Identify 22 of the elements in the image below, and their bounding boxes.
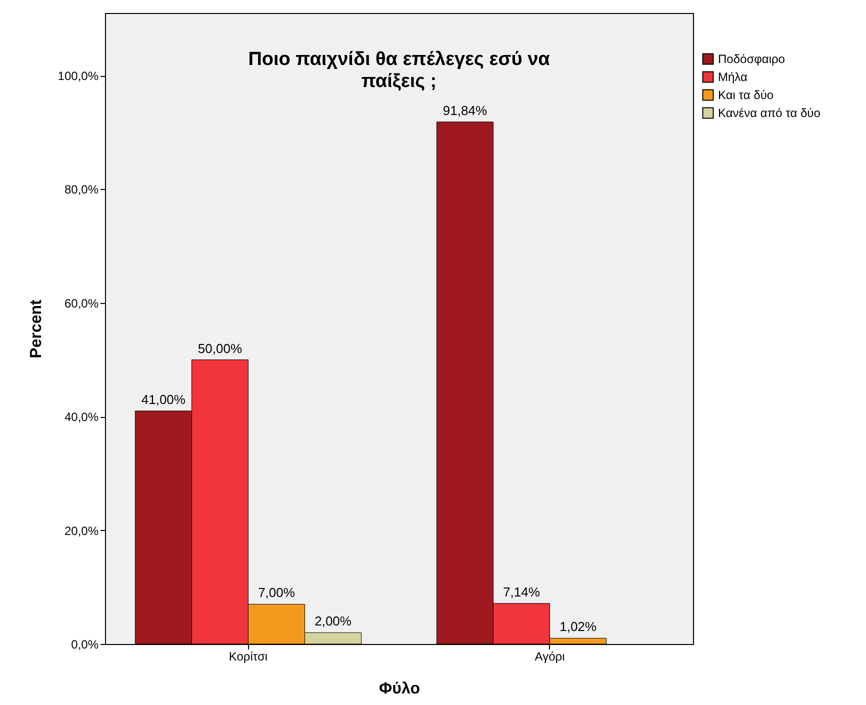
data-label: 2,00%: [314, 614, 352, 629]
y-tick-label: 40,0%: [64, 410, 99, 424]
text: Ποιο παιχνίδι θα επέλεγες εσύ να παίξεις ;: [248, 49, 550, 92]
data-label: 1,02%: [560, 619, 597, 634]
legend-label: Ποδόσφαιρο: [718, 52, 786, 66]
y-tick-label: 20,0%: [64, 524, 99, 538]
y-tick-label: 60,0%: [64, 296, 99, 310]
y-tick-label: 100,0%: [58, 69, 99, 84]
x-tick-label: Αγόρι: [534, 650, 566, 664]
x-tick-label: Κορίτσι: [228, 650, 268, 664]
data-label: 7,14%: [503, 584, 540, 600]
data-label: 91,84%: [442, 102, 488, 118]
y-axis-title: Percent: [28, 298, 45, 358]
data-label: 7,00%: [258, 585, 296, 600]
legend-label: Μήλα: [718, 70, 748, 84]
x-axis-title: Φύλο: [379, 680, 420, 698]
y-tick-label: 0,0%: [71, 638, 99, 652]
legend-label: Και τα δύο: [718, 88, 774, 102]
legend-label: Κανένα από τα δύο: [718, 106, 821, 120]
data-label: 50,00%: [198, 340, 242, 356]
y-tick-label: 80,0%: [64, 182, 99, 197]
data-label: 41,00%: [141, 392, 186, 407]
